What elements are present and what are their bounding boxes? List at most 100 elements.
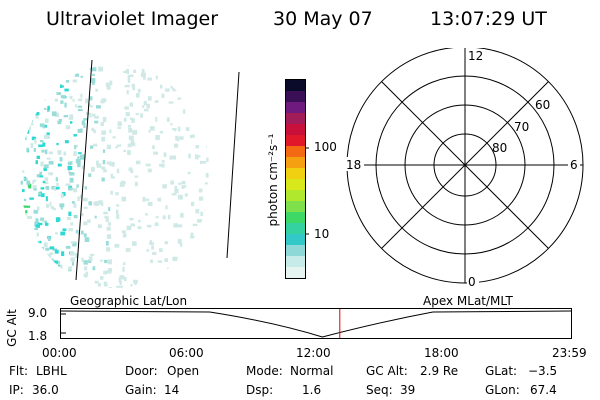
- uv-speckle: [60, 100, 64, 104]
- uv-speckle: [26, 129, 30, 134]
- status-gain-value: 14: [164, 383, 180, 397]
- uv-speckle: [124, 277, 127, 282]
- uv-speckle: [147, 168, 152, 173]
- uv-speckle: [101, 166, 106, 170]
- uv-speckle: [67, 282, 71, 286]
- uv-speckle: [128, 135, 134, 140]
- uv-speckle: [37, 70, 41, 76]
- uv-speckle: [191, 103, 194, 108]
- uv-speckle: [32, 289, 35, 294]
- uv-speckle: [106, 161, 111, 165]
- uv-speckle: [219, 201, 223, 204]
- uv-speckle: [27, 92, 31, 97]
- colorbar-band: [286, 80, 305, 92]
- uv-speckle: [218, 152, 222, 156]
- uv-speckle: [236, 192, 239, 197]
- uv-speckle: [215, 184, 218, 189]
- uv-speckle: [77, 196, 80, 201]
- uv-speckle: [24, 177, 28, 181]
- uv-speckle: [133, 69, 137, 73]
- uv-speckle: [110, 190, 114, 195]
- status-ip-label: IP:: [9, 383, 24, 397]
- uv-speckle: [206, 138, 210, 142]
- uv-speckle: [106, 270, 112, 274]
- uv-speckle: [130, 223, 135, 227]
- uv-speckle: [224, 237, 226, 241]
- uv-speckle: [39, 123, 45, 128]
- uv-speckle: [236, 262, 239, 266]
- colorbar-tick-10: 10: [314, 227, 330, 241]
- uv-speckle: [61, 251, 65, 256]
- uv-speckle: [232, 283, 236, 286]
- uv-speckle: [54, 186, 57, 191]
- uv-speckle: [127, 150, 131, 155]
- uv-speckle: [32, 262, 37, 266]
- uv-speckle: [165, 88, 170, 92]
- uv-speckle: [181, 185, 185, 189]
- uv-speckle: [220, 273, 224, 275]
- uv-speckle: [44, 107, 47, 110]
- uv-speckle: [73, 203, 77, 208]
- uv-speckle: [197, 103, 202, 109]
- uv-speckle: [62, 228, 67, 232]
- uv-speckle: [25, 61, 30, 63]
- uv-speckle: [106, 247, 111, 252]
- uv-speckle: [181, 60, 183, 64]
- uv-speckle: [106, 144, 111, 150]
- uv-speckle: [167, 267, 171, 272]
- uv-speckle: [34, 261, 39, 264]
- uv-speckle: [31, 242, 36, 247]
- uv-speckle: [91, 286, 96, 288]
- uv-speckle: [123, 117, 127, 122]
- uv-speckle: [41, 193, 45, 198]
- uv-speckle: [173, 223, 178, 228]
- uv-speckle: [96, 160, 99, 166]
- uv-speckle: [30, 122, 34, 126]
- uv-speckle: [209, 64, 210, 68]
- uv-speckle: [200, 100, 204, 104]
- uv-speckle: [115, 146, 118, 149]
- uv-speckle: [151, 242, 154, 246]
- uv-speckle: [34, 228, 39, 230]
- uv-speckle: [157, 64, 163, 66]
- uv-speckle: [231, 205, 236, 207]
- uv-speckle: [177, 194, 183, 200]
- uv-speckle: [21, 126, 24, 131]
- uv-speckle: [70, 222, 74, 226]
- uv-speckle: [74, 145, 77, 150]
- uv-speckle: [25, 68, 31, 72]
- uv-speckle: [232, 67, 235, 70]
- uv-speckle: [35, 224, 40, 228]
- uv-speckle: [218, 248, 222, 250]
- uv-speckle: [171, 155, 176, 160]
- uv-speckle: [68, 187, 73, 191]
- uv-speckle: [170, 180, 174, 185]
- colorbar-tick-100: 100: [314, 140, 337, 154]
- uv-speckle: [36, 174, 41, 178]
- uv-speckle: [174, 185, 178, 191]
- uv-speckle: [48, 160, 54, 165]
- uv-speckle: [155, 117, 158, 122]
- uv-speckle: [31, 86, 35, 91]
- uv-speckle: [117, 126, 121, 129]
- uv-speckle: [52, 64, 57, 67]
- uv-speckle: [55, 217, 60, 223]
- uv-speckle: [77, 156, 80, 160]
- uv-speckle: [213, 255, 216, 259]
- uv-speckle: [128, 167, 133, 172]
- uv-speckle: [101, 136, 106, 142]
- uv-speckle: [142, 105, 145, 108]
- uv-speckle: [44, 177, 49, 182]
- colorbar-band: [286, 256, 305, 268]
- uv-speckle: [103, 270, 108, 275]
- uv-speckle: [45, 196, 48, 202]
- uv-speckle: [121, 196, 127, 202]
- uv-speckle: [153, 64, 158, 69]
- uv-speckle: [42, 180, 46, 184]
- uv-speckle: [152, 251, 157, 255]
- uv-speckle: [68, 228, 73, 232]
- uv-speckle: [100, 259, 103, 262]
- uv-speckle: [234, 61, 238, 66]
- uv-speckle: [106, 226, 111, 231]
- uv-speckle: [209, 211, 210, 215]
